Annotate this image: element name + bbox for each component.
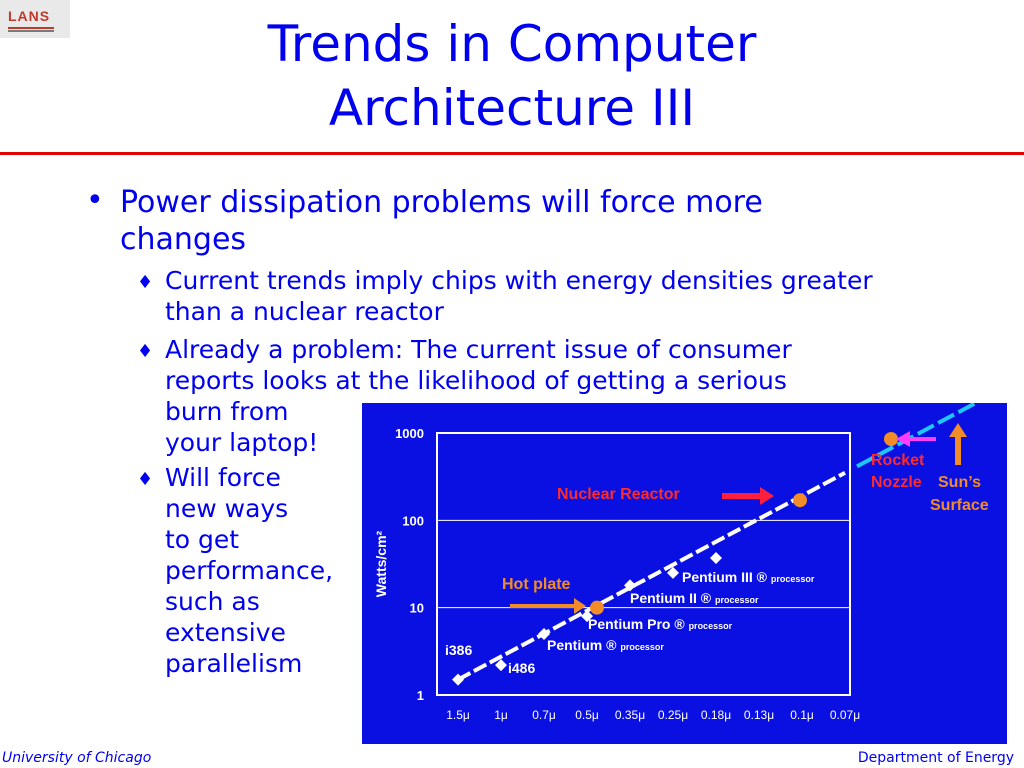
sub-bullet-2-line-2: reports looks at the likelihood of getti…: [165, 366, 787, 395]
nuclear-reactor-label: Nuclear Reactor: [557, 486, 680, 503]
hot-plate-arrow-icon: [510, 598, 586, 614]
processor-point: [538, 627, 550, 640]
y-tick-label: 1: [417, 688, 424, 703]
x-tick-label: 0.35μ: [615, 708, 645, 722]
x-tick-label: 0.5μ: [575, 708, 599, 722]
hot-plate-marker: [590, 600, 604, 615]
suns-surface-label-line1: Sun’s: [938, 474, 981, 491]
y-tick-label: 100: [402, 513, 424, 528]
diamond-bullet-icon: ♦: [137, 469, 154, 490]
processor-point: [495, 659, 507, 672]
sub-bullet-2-line-1: Already a problem: The current issue of …: [165, 335, 792, 364]
processor-point: [624, 579, 636, 592]
footer-university: University of Chicago: [2, 750, 152, 766]
power-density-chart: 1 10 100 1000 Watts/cm² 1.5μ 1μ 0.7μ 0.5μ 0.35μ 0.…: [362, 401, 1007, 744]
rocket-nozzle-label-line1: Rocket: [871, 452, 925, 469]
trend-line: [457, 471, 846, 682]
suns-surface-arrow-icon: [949, 423, 967, 465]
processor-label: Pentium II ® processor: [630, 590, 759, 606]
processor-label: Pentium III ® processor: [682, 569, 815, 585]
processor-point: [710, 552, 722, 565]
plot-frame: [436, 432, 851, 696]
y-tick-label: 10: [410, 601, 424, 616]
title-line-2: Architecture III: [328, 79, 696, 137]
processor-point: [581, 610, 593, 623]
x-tick-label: 0.7μ: [532, 708, 556, 722]
bullet-dot-icon: •: [86, 183, 104, 218]
sub-bullet-3-line-2: new ways: [165, 494, 289, 523]
processor-label-sub: processor: [689, 621, 733, 631]
processor-label-sub: processor: [620, 642, 664, 652]
footer-department: Department of Energy: [857, 750, 1014, 766]
main-bullet: Power dissipation problems will force mo…: [120, 185, 763, 257]
x-tick-label: 0.1μ: [790, 708, 814, 722]
y-tick-label: 1000: [395, 426, 424, 441]
logo-text: LANS: [8, 8, 51, 24]
diamond-bullet-icon: ♦: [137, 341, 154, 362]
processor-label-sub: processor: [715, 595, 759, 605]
sub-bullet-3-line-3: to get: [165, 525, 240, 554]
nuclear-reactor-marker: [793, 493, 807, 508]
processor-label: Pentium ® processor: [547, 637, 664, 653]
sub-bullet-2-line-4: your laptop!: [165, 428, 319, 457]
sub-bullet-3-line-1: Will force: [165, 463, 281, 492]
processor-label: i386: [445, 642, 472, 658]
x-tick-label: 0.18μ: [701, 708, 731, 722]
x-tick-label: 1.5μ: [446, 708, 470, 722]
x-tick-label: 1μ: [494, 708, 508, 722]
lans-logo: LANS: [0, 0, 70, 38]
processor-point: [452, 673, 464, 686]
rocket-nozzle-label-line2: Nozzle: [871, 474, 922, 491]
y-axis-label: Watts/cm²: [373, 530, 389, 597]
title-line-1: Trends in Computer: [267, 15, 757, 73]
sub-bullet-3-line-5: such as: [165, 587, 260, 616]
processor-point: [667, 566, 679, 579]
sub-bullet-3-line-6: extensive: [165, 618, 286, 647]
x-tick-label: 0.25μ: [658, 708, 688, 722]
processor-label-sub: processor: [771, 574, 815, 584]
nuclear-reactor-arrow-icon: [722, 487, 774, 505]
rocket-nozzle-marker: [884, 432, 898, 446]
sub-bullet-3-line-7: parallelism: [165, 649, 303, 678]
slide-title: Trends in Computer Architecture III: [150, 12, 874, 140]
title-divider: [0, 152, 1024, 155]
x-tick-label: 0.13μ: [744, 708, 774, 722]
processor-label: i486: [508, 660, 535, 676]
processor-label: Pentium Pro ® processor: [588, 616, 733, 632]
x-tick-label: 0.07μ: [830, 708, 860, 722]
sub-bullet-3-line-4: performance,: [165, 556, 334, 585]
rocket-nozzle-arrow-icon: [896, 431, 936, 447]
logo-rule: [8, 27, 54, 29]
chart-svg: 1 10 100 1000 Watts/cm² 1.5μ 1μ 0.7μ 0.5μ 0.35μ 0.…: [373, 401, 989, 722]
diamond-bullet-icon: ♦: [137, 272, 154, 293]
suns-surface-label-line2: Surface: [930, 497, 989, 514]
sub-bullet-1: Current trends imply chips with energy d…: [165, 266, 873, 326]
sub-bullet-2-line-3: burn from: [165, 397, 289, 426]
hot-plate-label: Hot plate: [502, 576, 571, 593]
logo-underline: [8, 30, 54, 32]
